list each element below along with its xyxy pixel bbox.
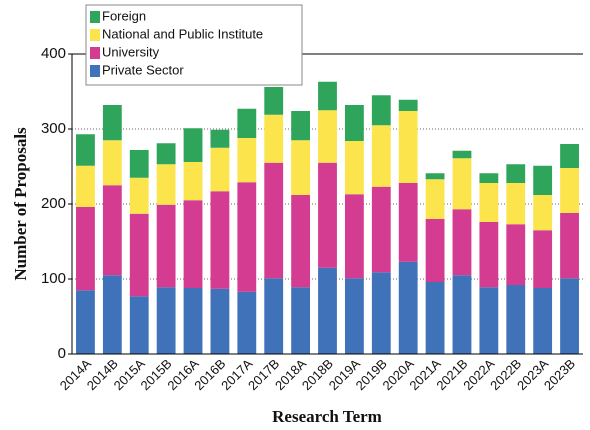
bar-segment: [76, 165, 95, 207]
y-tick-label: 300: [41, 120, 66, 137]
bar-segment: [156, 164, 176, 205]
bar-segment: [102, 185, 122, 276]
bar-segment: [237, 138, 257, 183]
bar-segment: [425, 282, 445, 354]
bar-segment: [398, 99, 418, 111]
bar-segment: [102, 140, 122, 186]
x-axis-title: Research Term: [272, 407, 382, 426]
bar-segment: [156, 204, 176, 288]
bar-segment: [76, 207, 95, 291]
legend-label: Private Sector: [102, 62, 184, 77]
bar-segment: [318, 267, 337, 354]
bar-segment: [156, 143, 176, 165]
bar-segment: [371, 272, 391, 354]
bar-segment: [506, 224, 526, 285]
bar-segment: [371, 125, 391, 187]
bar-segment: [291, 287, 311, 354]
bar-segment: [344, 105, 364, 141]
bar-segment: [479, 287, 499, 354]
legend-label: Foreign: [102, 8, 146, 23]
bar-segment: [560, 144, 579, 168]
bar-segment: [344, 141, 364, 195]
bar-segment: [129, 213, 149, 297]
bar-segment: [291, 140, 311, 195]
bar-segment: [210, 129, 230, 148]
bar-segment: [506, 183, 526, 225]
bar-segment: [210, 288, 230, 354]
bar-segment: [560, 213, 579, 279]
bar-segment: [506, 164, 526, 183]
bar-segment: [237, 291, 257, 354]
bar-segment: [533, 165, 553, 195]
y-tick-label: 200: [41, 195, 66, 212]
bar-segment: [452, 209, 472, 276]
bar-segment: [318, 162, 337, 268]
bar-segment: [264, 87, 284, 115]
bar-segment: [156, 287, 176, 354]
bar-segment: [425, 173, 445, 180]
bar-segment: [129, 150, 149, 178]
bar-segment: [425, 219, 445, 282]
bar-segment: [183, 288, 203, 354]
bar-segment: [425, 179, 445, 219]
bar-segment: [76, 290, 95, 354]
bar-segment: [183, 162, 203, 201]
bar-segment: [452, 158, 472, 210]
legend-swatch: [90, 11, 100, 23]
bar-segment: [533, 195, 553, 231]
bar-segment: [291, 195, 311, 288]
bar-segment: [129, 296, 149, 354]
bar-segment: [237, 108, 257, 138]
bar-segment: [210, 147, 230, 192]
legend-swatch: [90, 47, 100, 59]
y-tick-label: 100: [41, 270, 66, 287]
y-tick-label: 400: [41, 45, 66, 62]
x-tick-label: 2023B: [541, 356, 578, 393]
bar-segment: [371, 186, 391, 273]
bar-segment: [533, 288, 553, 354]
bar-segment: [479, 173, 499, 183]
legend-label: University: [102, 44, 160, 59]
bar-segment: [264, 278, 284, 354]
bar-segment: [398, 111, 418, 183]
bar-segment: [129, 177, 149, 214]
legend-box: [85, 4, 303, 86]
bar-segment: [344, 194, 364, 279]
bar-segment: [506, 285, 526, 354]
bar-segment: [291, 111, 311, 141]
y-tick-label: 0: [58, 345, 66, 362]
bar-segment: [264, 114, 284, 163]
legend-swatch: [90, 29, 100, 41]
bar-segment: [102, 275, 122, 354]
y-axis-title: Number of Proposals: [11, 127, 30, 281]
bar-segment: [452, 150, 472, 159]
bar-segment: [371, 95, 391, 126]
bar-segment: [76, 134, 95, 166]
bar-segment: [398, 183, 418, 262]
bar-segment: [183, 200, 203, 288]
bar-segment: [210, 191, 230, 289]
bar-segment: [318, 110, 337, 163]
bar-segment: [560, 278, 579, 354]
bar-segment: [318, 81, 337, 111]
bar-segment: [533, 230, 553, 288]
bar-segment: [183, 128, 203, 162]
bar-segment: [398, 261, 418, 354]
legend-label: National and Public Institute: [102, 26, 263, 41]
bar-segment: [237, 182, 257, 292]
bar-segment: [560, 168, 579, 213]
bar-segment: [452, 275, 472, 354]
legend-swatch: [90, 65, 100, 77]
bar-segment: [479, 222, 499, 288]
bar-segment: [102, 105, 122, 141]
bar-segment: [264, 162, 284, 279]
bar-segment: [344, 278, 364, 354]
bar-segment: [479, 183, 499, 222]
